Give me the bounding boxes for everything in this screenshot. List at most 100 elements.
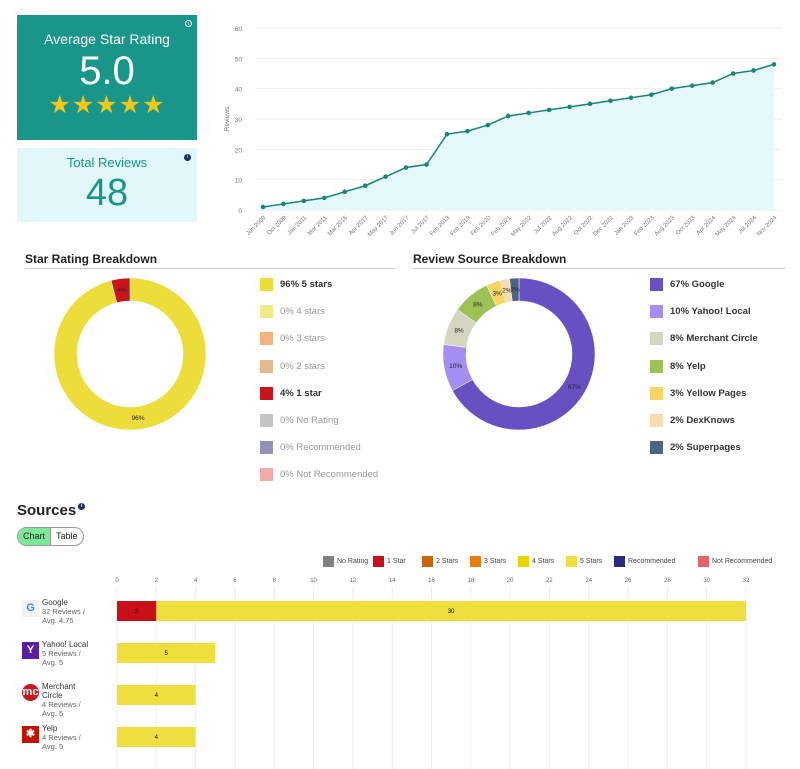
legend-label: 0% 4 stars (280, 306, 325, 318)
bar-legend-item[interactable]: 1 Star (373, 556, 406, 567)
slice-label: 8% (473, 301, 483, 308)
data-point[interactable] (403, 165, 409, 170)
legend-item[interactable]: 67% Google (650, 278, 724, 291)
data-point[interactable] (362, 183, 368, 189)
legend-item[interactable]: 8% Yelp (650, 359, 706, 373)
legend-swatch (650, 441, 663, 455)
bar-legend-item[interactable]: Recommended (614, 556, 675, 567)
slice-google[interactable] (452, 277, 596, 431)
data-point[interactable] (322, 195, 327, 201)
x-tick-label: 4 (194, 578, 198, 584)
star-rating-donut: 96% 4% (53, 277, 207, 431)
legend-item[interactable]: 2% Superpages (650, 441, 741, 455)
bar-legend-item[interactable]: 3 Stars (470, 556, 506, 567)
data-point[interactable] (567, 104, 572, 110)
source-name: Yelp (42, 724, 58, 733)
legend-item[interactable]: 3% Yellow Pages (650, 386, 746, 400)
slice-superpages[interactable] (509, 277, 520, 302)
source-label[interactable]: Yelp 4 Reviews / Avg. 5 (42, 724, 92, 751)
data-point[interactable] (751, 68, 756, 73)
bar-legend-item[interactable]: 2 Stars (422, 556, 458, 567)
data-point[interactable] (608, 98, 613, 104)
bar-value-label: 4 (155, 735, 159, 741)
source-label[interactable]: Google 32 Reviews / Avg. 4.75 (42, 598, 92, 625)
yelp-logo: ✱ (22, 726, 39, 743)
data-point[interactable] (424, 162, 429, 167)
bar-5-stars[interactable] (156, 601, 746, 621)
data-point[interactable] (710, 80, 715, 85)
legend-label: 0% Recommended (280, 442, 361, 454)
slice-1-star[interactable] (110, 277, 131, 303)
data-point[interactable] (301, 198, 307, 204)
legend-label: No Rating (337, 558, 369, 565)
legend-swatch (650, 359, 663, 373)
x-tick-label: Aug 2023 (654, 215, 677, 238)
data-point[interactable] (669, 86, 675, 91)
y-tick-label: 60 (235, 26, 243, 33)
data-point[interactable] (587, 101, 593, 107)
source-label[interactable]: Merchant Circle 4 Reviews / Avg. 5 (42, 682, 92, 718)
bar-5-stars[interactable] (117, 685, 196, 705)
data-point[interactable] (342, 189, 348, 195)
bar-1-star[interactable] (117, 601, 157, 621)
legend-item[interactable]: 0% 3 stars (260, 332, 325, 346)
slice-5-stars[interactable] (53, 277, 207, 431)
legend-item[interactable]: 8% Merchant Circle (650, 332, 758, 346)
bar-legend-item[interactable]: 5 Stars (566, 556, 602, 567)
legend-item[interactable]: 4% 1 star (260, 386, 322, 400)
x-tick-label: Nov 2024 (756, 215, 779, 238)
x-tick-label: 20 (507, 578, 514, 584)
chart-table-toggle[interactable]: Chart Table (17, 527, 84, 546)
info-icon[interactable]: i (185, 20, 192, 27)
legend-item[interactable]: 0% Not Recommended (260, 468, 379, 482)
info-icon[interactable]: i (78, 503, 86, 510)
legend-item[interactable]: 0% No Rating (260, 414, 339, 427)
legend-label: 0% No Rating (280, 415, 339, 426)
slice-label: 10% (449, 363, 462, 370)
data-point[interactable] (526, 110, 532, 116)
legend-item[interactable]: 0% 4 stars (260, 305, 325, 319)
legend-item[interactable]: 2% DexKnows (650, 414, 735, 427)
bar-5-stars[interactable] (117, 727, 196, 747)
legend-item[interactable]: 96% 5 stars (260, 278, 332, 291)
data-point[interactable] (444, 131, 450, 137)
legend-label: 1 Star (387, 558, 406, 565)
legend-label: 0% Not Recommended (280, 469, 379, 481)
data-point[interactable] (383, 174, 388, 179)
legend-item[interactable]: 10% Yahoo! Local (650, 305, 751, 319)
data-point[interactable] (546, 107, 552, 113)
data-point[interactable] (485, 122, 491, 128)
source-label[interactable]: Yahoo! Local 5 Reviews / Avg. 5 (42, 640, 92, 667)
table-toggle-button[interactable]: Table (56, 531, 78, 541)
data-point[interactable] (260, 204, 266, 210)
yahoo-logo: Y (22, 642, 39, 659)
bar-5-stars[interactable] (117, 643, 216, 663)
info-icon[interactable]: i (184, 154, 191, 161)
legend-label: Recommended (628, 558, 676, 565)
data-point[interactable] (505, 113, 511, 119)
data-point[interactable] (730, 71, 736, 76)
legend-swatch (698, 556, 709, 567)
bar-legend-item[interactable]: 4 Stars (518, 556, 554, 567)
x-tick-label: Oct 2023 (675, 215, 697, 237)
x-tick-label: 14 (389, 578, 396, 584)
y-tick-label: 0 (238, 208, 242, 215)
data-point[interactable] (465, 128, 470, 134)
y-tick-label: 30 (235, 117, 243, 124)
bar-legend-item[interactable]: Not Recommended (698, 556, 772, 567)
series-line (262, 63, 775, 208)
legend-item[interactable]: 0% 2 stars (260, 359, 325, 373)
data-point[interactable] (649, 92, 654, 98)
legend-swatch (260, 468, 273, 482)
data-point[interactable] (689, 83, 695, 88)
data-point[interactable] (771, 62, 777, 67)
legend-swatch (260, 278, 273, 291)
legend-swatch (260, 441, 273, 455)
data-point[interactable] (281, 201, 286, 207)
x-tick-label: Jun 2009 (246, 215, 268, 237)
legend-item[interactable]: 0% Recommended (260, 441, 361, 455)
bar-legend-item[interactable]: No Rating (323, 556, 368, 567)
chart-toggle-button[interactable]: Chart (18, 528, 52, 545)
data-point[interactable] (628, 95, 634, 101)
y-axis-label: Reviews (224, 106, 231, 131)
